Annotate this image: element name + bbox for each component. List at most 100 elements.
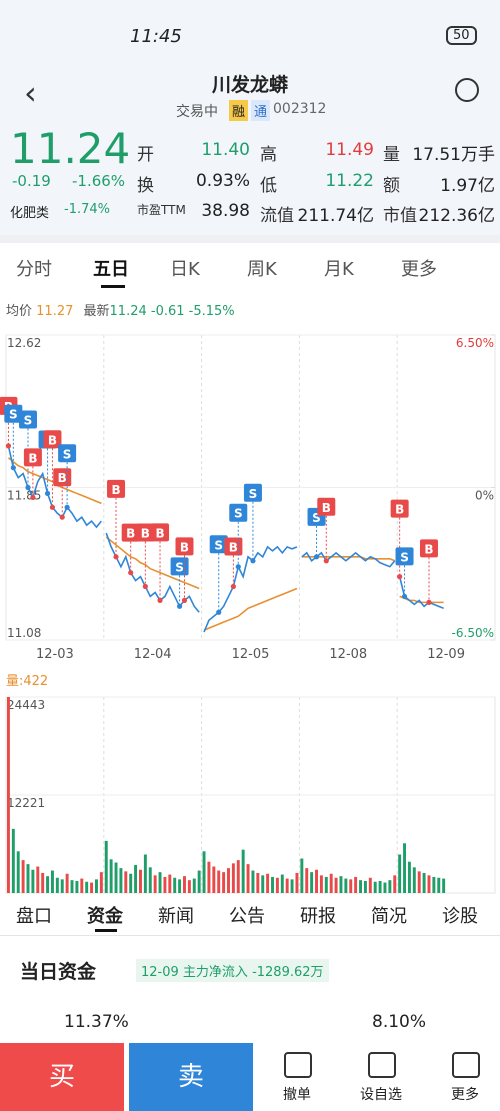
- sub-tab[interactable]: 公告: [229, 906, 265, 927]
- search-button[interactable]: [455, 78, 479, 102]
- sector-pct: -1.74%: [64, 202, 110, 217]
- volume-bar: [236, 860, 240, 893]
- volume-bar: [36, 866, 40, 893]
- marker-label: B: [424, 542, 433, 556]
- volume-bar: [134, 864, 138, 893]
- marker-box: [53, 468, 72, 487]
- volume-bar: [31, 869, 35, 893]
- trade-point: [5, 443, 12, 449]
- tab[interactable]: 日K: [170, 259, 200, 280]
- tab[interactable]: 五日: [93, 259, 129, 280]
- volume-bar: [271, 876, 274, 893]
- bottom-icon[interactable]: [284, 1052, 312, 1078]
- back-button[interactable]: ‹: [24, 74, 37, 112]
- marker-box: [23, 448, 42, 467]
- tab[interactable]: 分时: [16, 259, 52, 280]
- volume-bar: [192, 878, 196, 893]
- status-time: 11:45: [130, 26, 182, 47]
- marker-box: [419, 539, 438, 558]
- volume-bar: [99, 872, 103, 893]
- change: -0.19: [12, 172, 51, 190]
- field-label: 低: [260, 176, 277, 196]
- fund-label: 主力净流入: [182, 965, 248, 980]
- field-value: 212.36亿: [418, 206, 495, 226]
- volume-bar: [90, 882, 94, 893]
- sub-tab[interactable]: 研报: [300, 906, 336, 927]
- volume-bar: [148, 867, 152, 893]
- marker-box: [229, 503, 248, 522]
- volume-bar: [6, 697, 10, 893]
- trade-point: [323, 558, 329, 564]
- sub-tab[interactable]: 资金: [87, 906, 123, 927]
- series-line: [105, 536, 200, 590]
- volume-bar: [143, 854, 147, 893]
- volume-bar: [212, 866, 216, 893]
- legend-avg-name: 均价: [6, 304, 33, 319]
- volume-bar: [437, 877, 441, 893]
- volume-bar: [300, 858, 304, 893]
- volume-bar: [207, 861, 211, 893]
- sell-button[interactable]: 卖: [129, 1043, 253, 1111]
- marker-box: [121, 523, 140, 542]
- volume-bar: [163, 876, 167, 893]
- volume-bar: [46, 876, 50, 893]
- tab[interactable]: 月K: [324, 259, 354, 280]
- volume-bar: [290, 879, 294, 893]
- volume-bar: [114, 862, 118, 893]
- bottom-item[interactable]: 更多: [451, 1087, 479, 1103]
- sub-tab[interactable]: 新闻: [158, 906, 194, 927]
- marker-box: [43, 430, 62, 449]
- marker-label: S: [175, 560, 184, 574]
- bottom-icon[interactable]: [452, 1052, 480, 1078]
- field-label: 高: [260, 145, 277, 165]
- volume-bar: [129, 873, 133, 893]
- marker-label: B: [180, 540, 189, 554]
- divider: [0, 235, 500, 243]
- volume-bar: [383, 882, 387, 893]
- tab[interactable]: 周K: [247, 259, 277, 280]
- volume-bar: [442, 878, 446, 893]
- volume-bar: [119, 868, 123, 893]
- volume-bar: [55, 877, 59, 893]
- volume-bar: [422, 872, 426, 893]
- sub-tab[interactable]: 盘口: [16, 906, 52, 927]
- volume-bar: [403, 843, 407, 893]
- x-tick-label: 12-08: [329, 647, 367, 662]
- volume-bar: [378, 880, 382, 893]
- legend-last-name: 最新: [83, 304, 110, 319]
- volume-tick-label: 24443: [7, 698, 45, 712]
- volume-bar: [104, 840, 108, 893]
- bottom-item[interactable]: 撤单: [283, 1087, 311, 1103]
- buy-button[interactable]: 买: [0, 1043, 124, 1111]
- trade-point: [426, 599, 432, 605]
- volume-bar: [173, 877, 177, 893]
- field-label: 市盈TTM: [137, 203, 186, 217]
- volume-bar: [187, 880, 191, 893]
- volume-bar: [217, 870, 221, 893]
- volume-bar: [256, 872, 260, 893]
- sub-tab[interactable]: 诊股: [442, 906, 478, 927]
- bottom-icon[interactable]: [368, 1052, 396, 1078]
- marker-label: S: [9, 408, 18, 422]
- sub-tab[interactable]: 简况: [371, 906, 407, 927]
- marker-box: [243, 483, 262, 502]
- marker-box: [209, 535, 228, 554]
- marker-label: S: [24, 414, 33, 428]
- volume-bar: [227, 868, 230, 893]
- volume-bar: [319, 875, 323, 893]
- x-tick-label: 12-03: [36, 647, 74, 662]
- volume-bar: [324, 876, 328, 893]
- field-value: 17.51万手: [412, 145, 495, 165]
- bottom-item[interactable]: 设自选: [360, 1087, 402, 1103]
- volume-bar: [432, 876, 436, 893]
- trade-status: 交易中: [176, 104, 218, 120]
- volume-bar: [246, 864, 250, 893]
- tab[interactable]: 更多: [401, 259, 437, 280]
- trade-point: [25, 484, 31, 491]
- marker-box: [390, 499, 409, 518]
- marker-label: B: [111, 483, 120, 497]
- trade-point: [64, 504, 70, 510]
- volume-bar: [178, 879, 182, 893]
- volume-bar: [305, 868, 309, 893]
